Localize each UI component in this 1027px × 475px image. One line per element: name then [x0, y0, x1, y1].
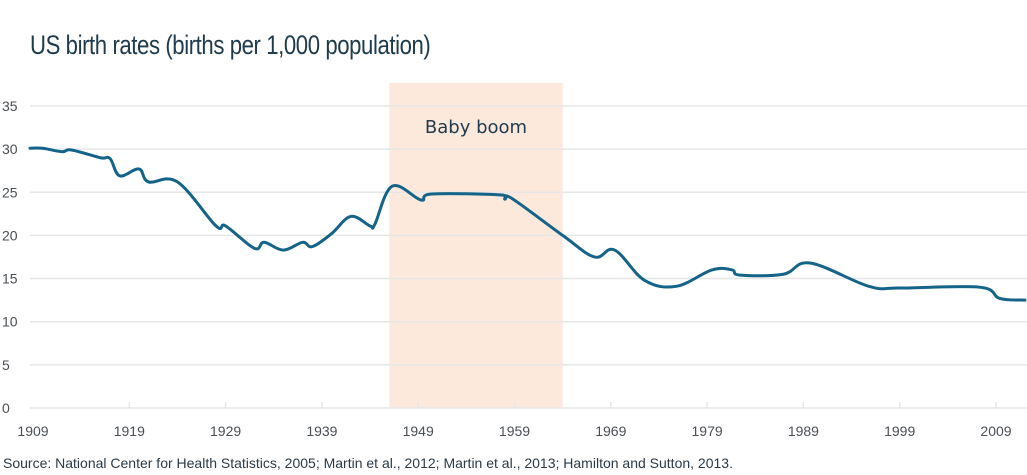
x-axis: 1909 1919 1929 1939 1949 1959 1969 1979 1989 1999… — [17, 402, 1012, 439]
y-tick-label: 15 — [2, 271, 18, 287]
x-tick-label: 1959 — [499, 423, 530, 439]
y-tick-label: 10 — [2, 314, 18, 330]
y-tick-label: 35 — [2, 98, 18, 114]
source-note: Source: National Center for Health Stati… — [3, 455, 733, 471]
shade-layer — [389, 83, 563, 408]
y-tick-label: 20 — [2, 227, 18, 243]
x-tick-label: 1929 — [210, 423, 241, 439]
y-tick-label: 5 — [2, 357, 10, 373]
x-tick-label: 1979 — [692, 423, 723, 439]
annotation-layer: Baby boom — [425, 117, 527, 138]
y-tick-label: 25 — [2, 184, 18, 200]
x-tick-label: 1939 — [306, 423, 337, 439]
x-tick-label: 2009 — [980, 423, 1011, 439]
birth-rate-line — [28, 146, 1027, 302]
y-axis: 0 5 10 15 20 25 30 35 — [2, 98, 18, 416]
x-tick-label: 1999 — [884, 423, 915, 439]
chart-title: US birth rates (births per 1,000 populat… — [30, 30, 431, 60]
x-tick-label: 1919 — [114, 423, 145, 439]
grid-layer — [30, 105, 1027, 409]
x-tick-label: 1969 — [595, 423, 626, 439]
x-tick-label: 1989 — [788, 423, 819, 439]
x-tick-label: 1949 — [403, 423, 434, 439]
y-tick-label: 0 — [2, 400, 10, 416]
x-tick-label: 1909 — [17, 423, 48, 439]
baby-boom-region — [389, 83, 563, 408]
series-layer — [28, 146, 1027, 302]
baby-boom-label: Baby boom — [425, 117, 527, 138]
y-tick-label: 30 — [2, 141, 18, 157]
